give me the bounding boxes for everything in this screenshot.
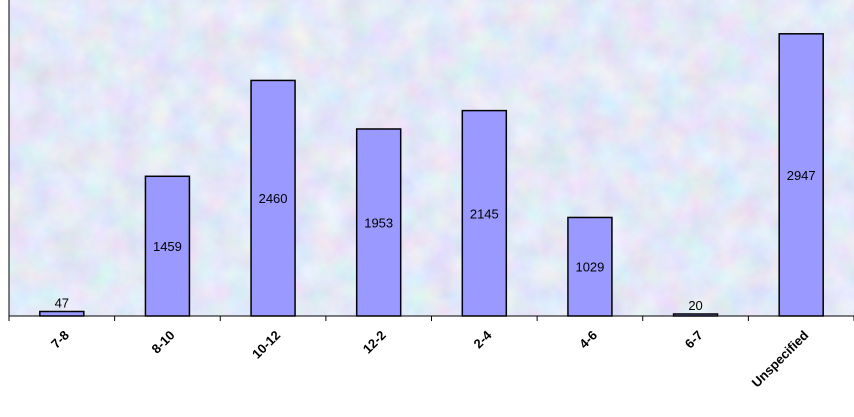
x-tick-label: 10-12	[249, 328, 283, 362]
x-tick-label: Unspecified	[749, 327, 812, 390]
bars-layer	[39, 33, 824, 317]
data-label: 2947	[787, 168, 816, 183]
data-label: 1953	[364, 215, 393, 230]
x-tick-label: 12-2	[360, 328, 389, 357]
data-label: 2145	[470, 206, 499, 221]
x-tick-label: 6-7	[682, 328, 706, 352]
x-tick-label: 7-8	[48, 328, 72, 352]
data-label: 1459	[153, 239, 182, 254]
plot-texture	[9, 0, 854, 316]
data-label: 1029	[575, 260, 604, 275]
bar-8-10	[144, 175, 191, 317]
bar-10-12	[250, 79, 296, 317]
data-label: 2460	[259, 191, 288, 206]
x-tick-label: 8-10	[149, 328, 178, 357]
data-label: 47	[55, 295, 69, 310]
x-tick-label: 2-4	[471, 327, 495, 351]
bar-unspecified	[778, 33, 824, 317]
data-label: 20	[688, 298, 702, 313]
x-ticks-layer	[8, 316, 854, 321]
x-tick-label: 4-6	[576, 328, 600, 352]
value-labels-layer: 47 1459 2460 1953 2145 1029 20 2947	[55, 168, 816, 313]
x-tick-labels-layer: 7-8 8-10 10-12 12-2 2-4 4-6 6-7 Unspecified	[48, 327, 811, 390]
bar-7-8	[39, 310, 85, 317]
